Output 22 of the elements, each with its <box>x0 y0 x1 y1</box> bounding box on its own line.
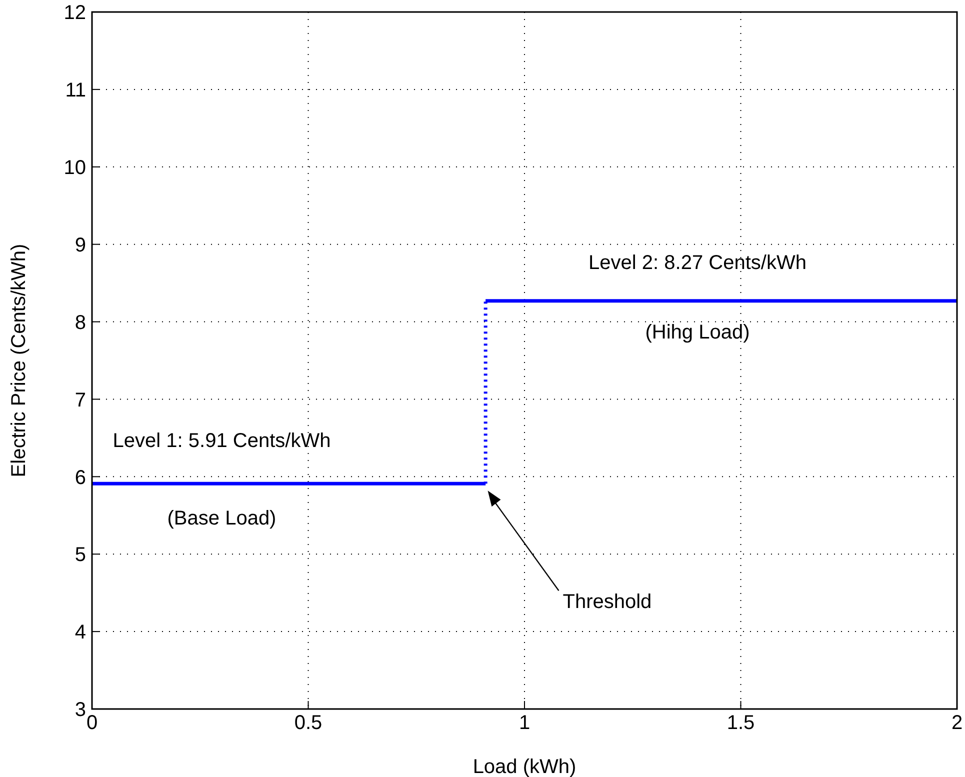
x-tick-label: 2 <box>951 712 963 734</box>
y-tick-label: 4 <box>74 622 86 644</box>
x-tick-label: 0.5 <box>294 712 322 734</box>
y-tick-label: 5 <box>74 544 86 566</box>
annotation: Level 1: 5.91 Cents/kWh <box>112 430 331 452</box>
annotation: (Base Load) <box>167 508 276 530</box>
annotation: Level 2: 8.27 Cents/kWh <box>588 252 806 274</box>
x-tick-label: 1.5 <box>726 712 755 734</box>
y-tick-label: 8 <box>74 312 86 334</box>
y-axis-title: Electric Price (Cents/kWh) <box>8 244 30 478</box>
y-tick-label: 7 <box>74 389 86 412</box>
y-tick-label: 6 <box>74 466 86 489</box>
y-tick-label: 11 <box>65 80 86 102</box>
y-tick-label: 9 <box>74 234 86 256</box>
x-tick-label: 0 <box>86 712 98 734</box>
y-tick-label: 10 <box>64 156 86 179</box>
y-tick-label: 3 <box>74 699 86 722</box>
annotation: Threshold <box>562 590 652 613</box>
x-axis-title: Load (kWh) <box>472 756 576 777</box>
annotation: (Hihg Load) <box>645 322 750 344</box>
y-tick-label: 12 <box>64 2 86 24</box>
x-tick-label: 1 <box>518 712 530 734</box>
